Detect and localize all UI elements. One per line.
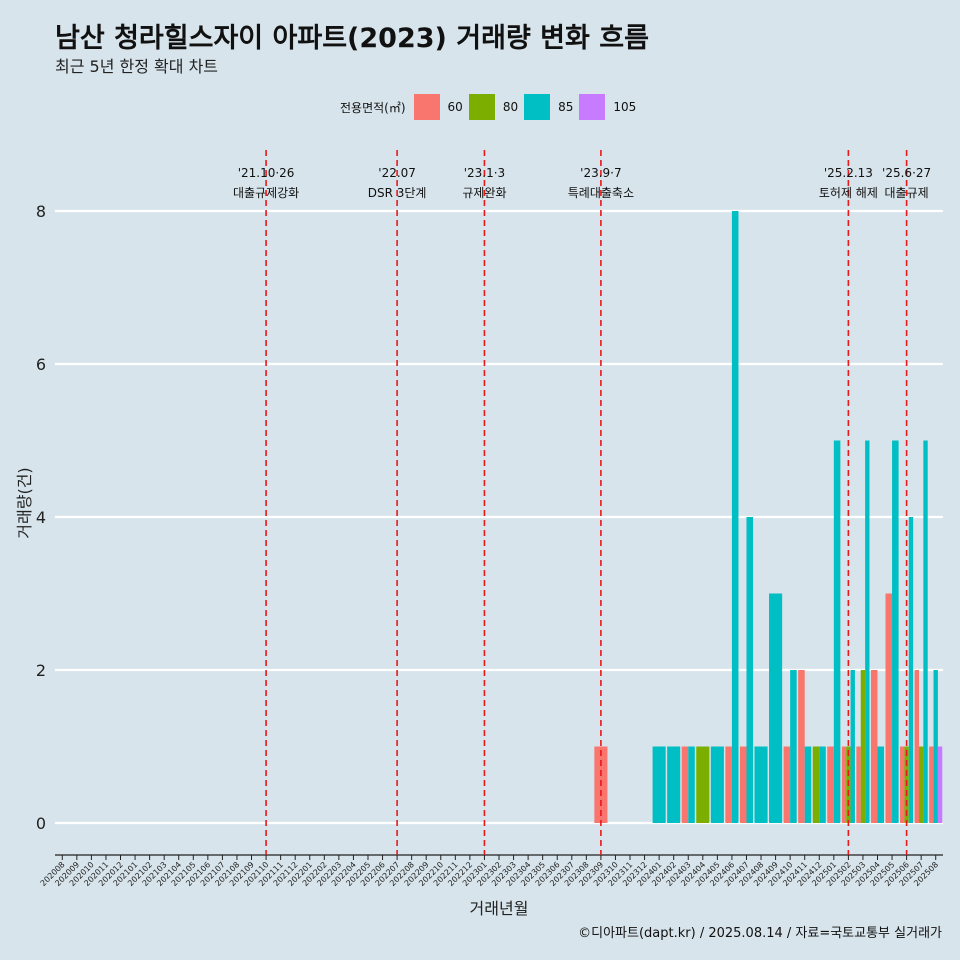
event-date-label: '23.9·7: [580, 166, 621, 180]
bar-85-202506: [908, 517, 914, 823]
bar-85-202504: [877, 746, 885, 823]
legend-item-80: 80: [468, 94, 519, 120]
bar-60-202406: [725, 746, 732, 823]
event-desc-label: 대출규제: [885, 186, 929, 200]
y-tick-label: 6: [36, 355, 46, 374]
bar-60-202503: [856, 746, 861, 823]
bar-80-202404: [696, 746, 710, 823]
bar-85-202503: [865, 440, 870, 823]
event-date-label: '23.1·3: [464, 166, 505, 180]
legend-item-85: 85: [524, 94, 573, 120]
bar-85-202408: [754, 746, 768, 823]
legend-label-85: 85: [558, 100, 574, 114]
bar-85-202501: [833, 440, 841, 823]
bar-85-202407: [746, 517, 754, 823]
bar-85-202401: [652, 746, 666, 823]
bar-60-202410: [783, 746, 791, 823]
x-axis-label: 거래년월: [470, 899, 529, 918]
bar-85-202505: [892, 440, 899, 823]
legend-item-105: 105: [579, 94, 636, 120]
bar-85-202502: [850, 670, 855, 823]
bar-60-202403: [681, 746, 689, 823]
y-tick-label: 0: [36, 814, 46, 833]
bar-60-202502: [841, 746, 847, 823]
bar-60-202508: [929, 746, 934, 823]
chart-subtitle: 최근 5년 한정 확대 차트: [55, 57, 219, 76]
bar-60-202507: [914, 670, 919, 823]
bar-85-202412: [819, 746, 826, 823]
bar-80-202412: [812, 746, 820, 823]
y-tick-label: 2: [36, 661, 46, 680]
bar-60-202411: [798, 670, 805, 823]
legend-title: 전용면적(㎡): [340, 100, 406, 115]
event-desc-label: DSR 3단계: [368, 186, 427, 200]
event-desc-label: 대출규제강화: [233, 186, 299, 200]
y-axis-label: 거래량(건): [15, 467, 34, 538]
bar-60-202505: [885, 593, 893, 823]
bar-85-202409: [769, 593, 783, 823]
legend-label-60: 60: [447, 100, 463, 114]
legend-swatch-80: [468, 94, 495, 120]
y-tick-label: 8: [36, 202, 46, 221]
legend-swatch-60: [413, 94, 440, 120]
bar-85-202403: [688, 746, 695, 823]
event-date-label: '25.6·27: [882, 166, 931, 180]
source-caption: ©디아파트(dapt.kr) / 2025.08.14 / 자료=국토교통부 실…: [578, 926, 942, 941]
bar-85-202507: [923, 440, 928, 823]
chart-title: 남산 청라힐스자이 아파트(2023) 거래량 변화 흐름: [55, 23, 649, 54]
bar-85-202402: [667, 746, 681, 823]
y-tick-label: 4: [36, 508, 46, 527]
event-date-label: '22.07: [378, 166, 416, 180]
chart-legend: 전용면적(㎡) 60 80 85 105: [340, 93, 642, 121]
bar-85-202410: [790, 670, 797, 823]
bar-60-202506: [900, 746, 905, 823]
bar-85-202405: [710, 746, 724, 823]
bar-85-202508: [933, 670, 938, 823]
event-desc-label: 규제완화: [462, 186, 506, 200]
bar-85-202406: [731, 211, 739, 823]
bar-105-202508: [937, 746, 943, 823]
legend-label-105: 105: [613, 100, 637, 114]
legend-swatch-85: [524, 94, 551, 120]
bar-80-202503: [860, 670, 866, 823]
legend-item-60: 60: [413, 94, 463, 120]
event-desc-label: 특례대출축소: [568, 186, 634, 200]
event-date-label: '25.2.13: [824, 166, 873, 180]
event-date-label: '21.10·26: [238, 166, 295, 180]
bar-80-202507: [918, 746, 924, 823]
bar-85-202411: [804, 746, 812, 823]
bar-60-202501: [827, 746, 834, 823]
bar-60-202407: [739, 746, 747, 823]
legend-label-80: 80: [502, 100, 519, 114]
bar-60-202504: [870, 670, 878, 823]
event-desc-label: 토허제 해제: [819, 186, 878, 200]
legend-swatch-105: [579, 94, 606, 120]
